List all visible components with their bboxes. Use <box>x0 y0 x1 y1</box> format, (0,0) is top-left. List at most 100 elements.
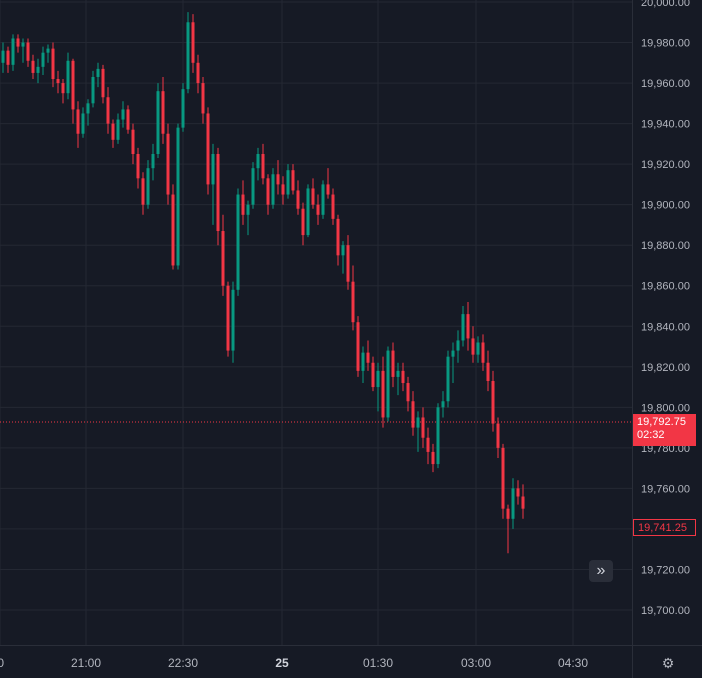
candle <box>181 83 185 132</box>
candle <box>381 356 385 428</box>
candle <box>36 58 40 84</box>
candle <box>151 143 155 181</box>
candle-body <box>241 194 245 215</box>
candle-body <box>21 42 25 47</box>
candle <box>221 214 225 296</box>
candle <box>491 370 495 432</box>
countdown-value: 02:32 <box>637 429 665 441</box>
y-tick-label: 19,960.00 <box>641 78 690 90</box>
candle-body <box>521 496 525 509</box>
candle <box>291 164 295 195</box>
candle-body <box>251 168 255 205</box>
candle-body <box>81 113 85 134</box>
candle-body <box>71 60 75 110</box>
candle <box>316 194 320 225</box>
candle-body <box>236 194 240 290</box>
candle-body <box>446 356 450 402</box>
candle <box>261 143 265 185</box>
candle <box>356 316 360 377</box>
candle-body <box>171 194 175 266</box>
candle-body <box>221 231 225 286</box>
candle <box>511 478 515 529</box>
candle-body <box>61 83 65 94</box>
candle <box>41 46 45 75</box>
candle-body <box>336 218 340 256</box>
candle-body <box>466 314 470 339</box>
y-tick-label: 19,940.00 <box>641 119 690 131</box>
x-tick-label: 04:30 <box>558 656 588 670</box>
candle-body <box>206 113 210 185</box>
x-tick-label: 0 <box>0 656 4 670</box>
double-chevron-right-icon: » <box>596 562 606 579</box>
candle <box>281 176 285 205</box>
candle <box>126 105 130 134</box>
candle <box>166 123 170 205</box>
candle-body <box>31 60 35 73</box>
candle-body <box>96 68 100 77</box>
candle <box>371 356 375 392</box>
candle <box>341 241 345 274</box>
candle-body <box>451 350 455 357</box>
candle-body <box>486 362 490 381</box>
candle <box>286 164 290 199</box>
candle-body <box>286 170 290 195</box>
candle <box>481 334 485 371</box>
candle <box>306 184 310 238</box>
candle <box>451 342 455 384</box>
candle-body <box>341 245 345 256</box>
last-price-value: 19,792.75 <box>637 416 686 428</box>
candle <box>461 306 465 347</box>
candle <box>331 188 335 225</box>
candle-body <box>511 488 515 519</box>
candle <box>176 123 180 270</box>
candle <box>171 184 175 270</box>
candle <box>396 362 400 396</box>
candle <box>51 42 55 88</box>
candle <box>321 180 325 219</box>
candle-body <box>121 109 125 120</box>
candle-body <box>186 22 190 90</box>
gear-icon[interactable]: ⚙ <box>661 655 675 671</box>
candle-body <box>161 91 165 134</box>
candle-body <box>436 407 440 465</box>
candle-body <box>396 370 400 377</box>
candle <box>91 70 95 108</box>
candle-body <box>101 68 105 98</box>
low-price-value: 19,741.25 <box>638 522 687 534</box>
candle-body <box>326 184 330 195</box>
y-tick-label: 19,760.00 <box>641 483 690 495</box>
candle-body <box>431 451 435 465</box>
candle-body <box>246 204 250 215</box>
candle <box>86 99 90 126</box>
candle <box>11 34 15 71</box>
candle-body <box>316 204 320 215</box>
candle-body <box>166 133 170 195</box>
candle-body <box>51 48 55 80</box>
candle-body <box>461 314 465 341</box>
candle-body <box>321 184 325 215</box>
scroll-to-realtime-button[interactable]: » <box>589 560 613 582</box>
candle-body <box>401 370 405 384</box>
candle <box>216 147 220 246</box>
candle <box>391 342 395 388</box>
x-tick-label: 01:30 <box>363 656 393 670</box>
y-tick-label: 20,000.00 <box>641 0 690 9</box>
candle <box>336 214 340 266</box>
low-price-tag: 19,741.25 <box>633 519 696 536</box>
candle <box>486 350 490 392</box>
candle-body <box>361 352 365 371</box>
candle <box>406 376 410 412</box>
candle <box>211 143 215 225</box>
candle <box>351 265 355 331</box>
candle-body <box>16 38 20 47</box>
candle <box>141 172 145 215</box>
candle <box>201 76 205 124</box>
candle <box>156 83 160 159</box>
candle <box>96 62 100 88</box>
candle-body <box>311 188 315 205</box>
candle-body <box>211 154 215 185</box>
candle <box>431 443 435 473</box>
